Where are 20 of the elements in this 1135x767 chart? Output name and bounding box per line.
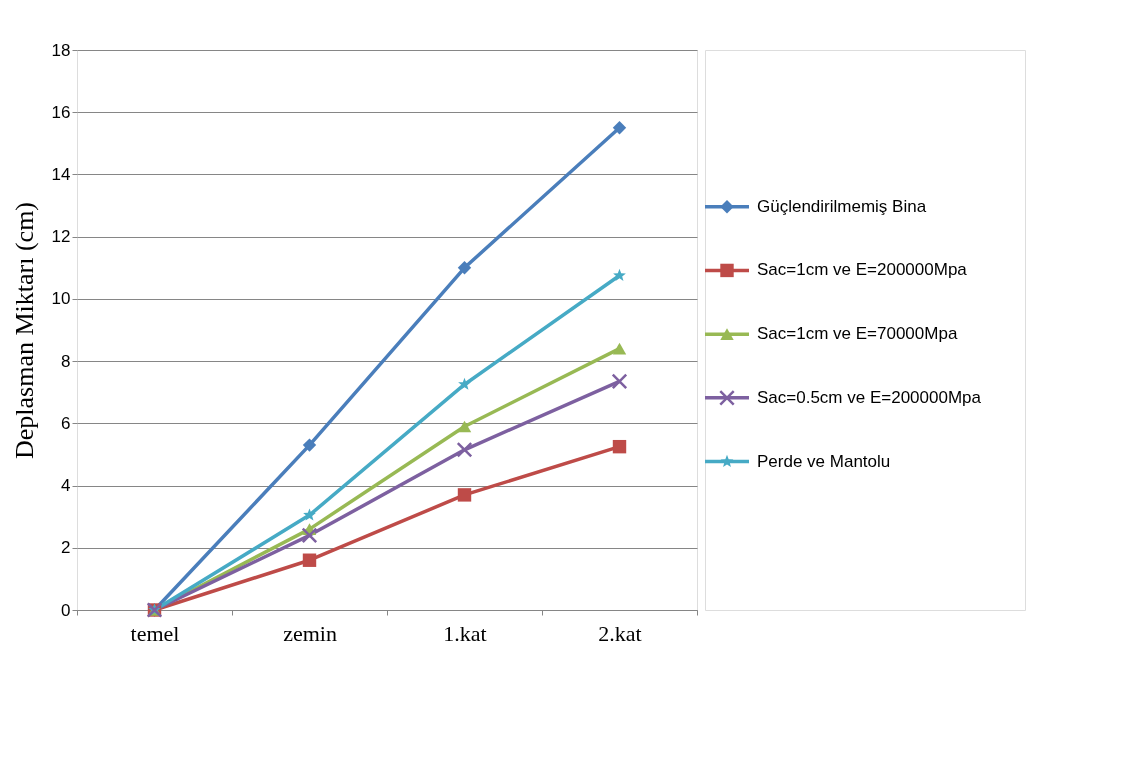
legend-label: Güçlendirilmemiş Bina [757,196,927,216]
y-tick-label: 4 [61,476,71,496]
y-tick-label: 2 [61,538,71,558]
y-tick-label: 10 [51,289,71,309]
legend-label: Sac=0.5cm ve E=200000Mpa [757,387,982,407]
y-tick-label: 8 [61,351,71,371]
legend-label: Sac=1cm ve E=200000Mpa [757,260,968,280]
x-tick-label: temel [130,620,180,646]
y-tick-label: 16 [51,102,71,122]
y-axis-title: Deplasman Miktarı (cm) [9,201,39,460]
x-tick-label: 2.kat [598,620,642,646]
y-tick-label: 18 [51,40,71,60]
y-tick-label: 6 [61,413,71,433]
legend-label: Perde ve Mantolu [757,451,891,471]
x-tick-label: 1.kat [443,620,487,646]
y-tick-label: 12 [51,227,71,247]
x-tick-label: zemin [283,620,337,646]
y-tick-label: 0 [61,600,71,620]
y-tick-label: 14 [51,164,71,184]
legend-label: Sac=1cm ve E=70000Mpa [757,324,958,344]
